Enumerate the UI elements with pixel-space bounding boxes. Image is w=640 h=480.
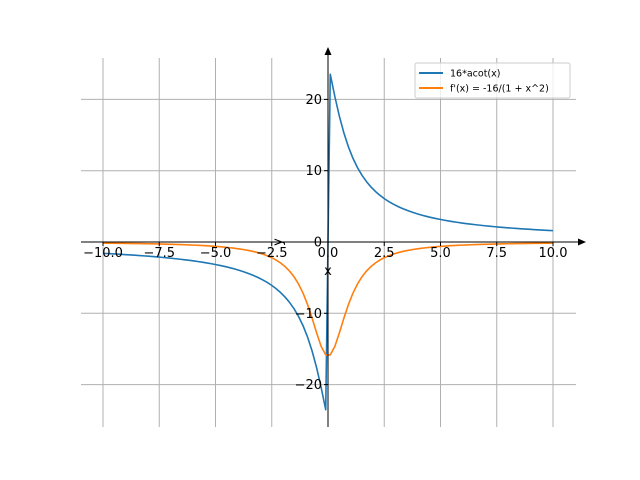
x-axis-arrow-icon <box>578 238 586 246</box>
x-tick-label: −5.0 <box>200 246 232 261</box>
x-tick-label: 10.0 <box>539 246 568 261</box>
y-tick-label: 10 <box>305 164 322 179</box>
y-axis-arrow-icon <box>324 47 332 55</box>
y-tick-label: −10 <box>295 307 322 322</box>
y-axis-label: y <box>271 238 286 246</box>
ticks: −10.0 −7.5 −5.0 −2.5 0.0 2.5 5.0 7.5 10.0 −20 −10 0… <box>83 93 567 393</box>
y-tick-label: 0 <box>314 236 322 251</box>
x-tick-label: 0.0 <box>318 246 339 261</box>
y-tick-label: 20 <box>305 93 322 108</box>
x-tick-label: −10.0 <box>83 246 123 261</box>
axes <box>81 47 586 427</box>
legend-box <box>414 62 571 99</box>
x-tick-label: 5.0 <box>430 246 451 261</box>
legend: 16*acot(x) f'(x) = -16/(1 + x^2) <box>414 62 571 99</box>
x-tick-label: −2.5 <box>256 246 288 261</box>
legend-label-1: f'(x) = -16/(1 + x^2) <box>450 84 549 95</box>
legend-label-0: 16*acot(x) <box>450 69 500 80</box>
y-tick-label: −20 <box>295 378 322 393</box>
x-tick-label: −7.5 <box>143 246 175 261</box>
x-tick-label: 7.5 <box>486 246 507 261</box>
x-tick-label: 2.5 <box>374 246 395 261</box>
x-axis-label: x <box>324 264 332 279</box>
